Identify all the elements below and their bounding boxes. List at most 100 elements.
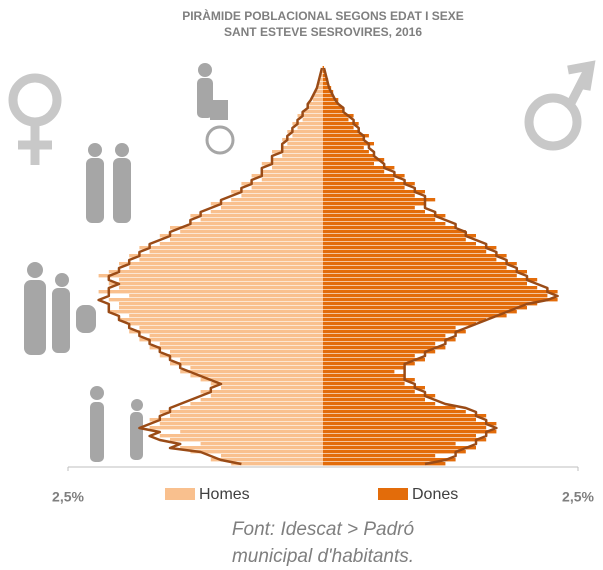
bar <box>323 278 538 282</box>
bar <box>323 382 405 386</box>
bar <box>323 422 497 426</box>
bar <box>210 458 323 462</box>
bar <box>323 258 497 262</box>
bar <box>323 330 466 334</box>
bar <box>323 430 497 434</box>
bar <box>323 130 359 134</box>
bar <box>200 378 323 382</box>
bar <box>323 350 436 354</box>
bar <box>323 106 344 110</box>
bar <box>170 362 323 366</box>
bar <box>323 262 517 266</box>
bar <box>108 310 323 314</box>
bar <box>287 142 323 146</box>
bar <box>323 378 415 382</box>
bar <box>108 270 323 274</box>
bar <box>323 158 385 162</box>
bar <box>159 354 323 358</box>
bar <box>119 278 323 282</box>
bar <box>159 242 323 246</box>
bar <box>323 294 548 298</box>
bar <box>312 98 323 102</box>
bar <box>159 422 323 426</box>
bar <box>180 230 323 234</box>
bar <box>261 178 323 182</box>
bar <box>261 170 323 174</box>
bar <box>200 398 323 402</box>
bar <box>323 178 395 182</box>
bar <box>323 370 395 374</box>
bar <box>323 170 385 174</box>
bar <box>323 226 456 230</box>
bar <box>180 446 323 450</box>
bar <box>282 138 323 142</box>
bar <box>323 242 476 246</box>
bar <box>323 238 466 242</box>
bar <box>272 158 323 162</box>
bar <box>323 270 527 274</box>
bar <box>323 334 446 338</box>
bar <box>323 198 436 202</box>
bar <box>180 406 323 410</box>
bar <box>297 126 323 130</box>
bar <box>323 454 436 458</box>
bar <box>170 226 323 230</box>
bar <box>190 402 323 406</box>
bar <box>119 262 323 266</box>
bar <box>129 294 323 298</box>
bar <box>323 102 339 106</box>
bar <box>149 346 323 350</box>
bar <box>190 450 323 454</box>
bar <box>317 86 323 90</box>
bar <box>251 186 323 190</box>
bar <box>180 370 323 374</box>
outline-line <box>322 67 559 466</box>
bar <box>200 442 323 446</box>
bar <box>139 246 323 250</box>
bar <box>98 290 323 294</box>
bar <box>180 430 323 434</box>
bar <box>302 110 323 114</box>
bar <box>190 214 323 218</box>
bar <box>323 434 476 438</box>
bar <box>119 286 323 290</box>
bar <box>221 454 323 458</box>
bar <box>323 314 507 318</box>
bar <box>241 194 323 198</box>
bar <box>170 438 323 442</box>
bar <box>323 362 415 366</box>
bar <box>287 130 323 134</box>
bar <box>323 174 405 178</box>
bar <box>323 202 425 206</box>
bar <box>149 426 323 430</box>
bar <box>323 230 466 234</box>
bar <box>297 114 323 118</box>
bar <box>323 298 558 302</box>
bar <box>323 282 527 286</box>
female-symbol <box>8 73 62 165</box>
legend-swatch <box>378 488 408 500</box>
bar <box>272 150 323 154</box>
chart-title: PIRÀMIDE POBLACIONAL SEGONS EDAT I SEXE <box>182 8 464 23</box>
bar <box>119 306 323 310</box>
bar <box>139 338 323 342</box>
source-line: municipal d'habitants. <box>232 546 414 567</box>
bar <box>323 306 527 310</box>
bar <box>323 78 329 82</box>
bar <box>323 286 538 290</box>
bar <box>323 222 446 226</box>
bar <box>323 82 329 86</box>
bar <box>323 302 538 306</box>
bar <box>323 194 415 198</box>
bar <box>323 354 415 358</box>
bar <box>323 318 487 322</box>
bar <box>119 302 323 306</box>
bar <box>323 246 497 250</box>
bar <box>323 342 436 346</box>
bar <box>251 174 323 178</box>
bar <box>180 358 323 362</box>
bar <box>210 382 323 386</box>
bar <box>323 146 364 150</box>
bar <box>314 90 323 94</box>
